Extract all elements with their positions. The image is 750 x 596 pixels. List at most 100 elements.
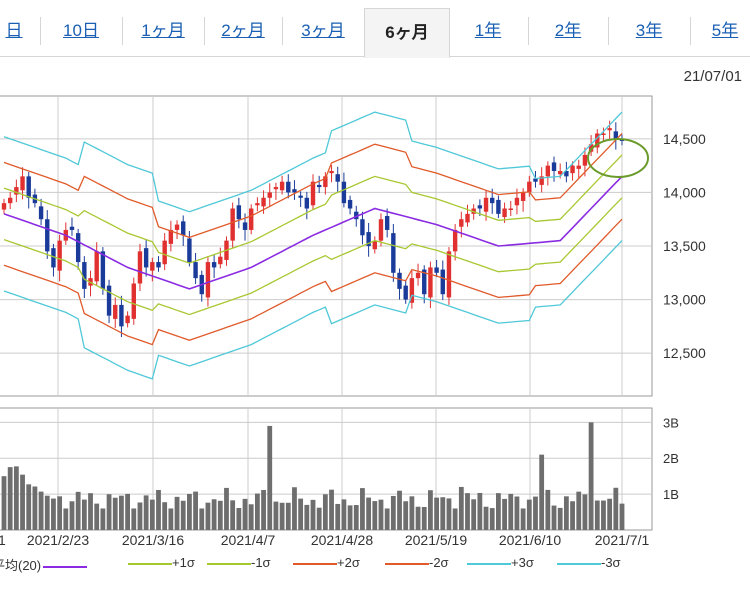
candle-body	[483, 197, 489, 212]
volume-bar	[502, 498, 507, 530]
volume-bar	[384, 508, 390, 530]
x-tick-label: 2021/2/23	[27, 532, 89, 548]
candle-body	[174, 224, 180, 230]
volume-bar	[211, 499, 217, 530]
volume-bar	[594, 500, 600, 530]
volume-bar	[421, 506, 427, 530]
volume-bar	[341, 499, 347, 530]
candle-body	[564, 171, 569, 177]
legend-item-6: -3σ	[555, 555, 621, 570]
candle-body	[131, 283, 136, 319]
volume-tick-label: 2B	[663, 451, 679, 466]
legend-swatch	[467, 562, 511, 565]
legend-label: -2σ	[429, 555, 449, 570]
volume-bar	[174, 496, 180, 530]
volume-bar	[458, 486, 464, 530]
volume-bar	[69, 501, 75, 530]
candle-body	[119, 304, 124, 327]
volume-bar	[236, 508, 242, 530]
tab-6[interactable]: 1年	[448, 17, 529, 45]
volume-bar	[279, 502, 285, 530]
candle-body	[94, 251, 99, 282]
legend-item-1: +1σ	[126, 555, 195, 570]
candle-body	[465, 213, 470, 223]
candle-body	[539, 176, 544, 185]
volume-bar	[1, 476, 7, 530]
candle-body	[422, 269, 427, 295]
candle-body	[434, 267, 439, 273]
candle-body	[181, 221, 186, 236]
tab-1[interactable]: 10日	[40, 17, 123, 45]
candle-body	[360, 219, 365, 236]
candle-body	[211, 262, 217, 268]
volume-bar	[88, 493, 93, 530]
volume-bar	[607, 498, 613, 530]
candle-body	[397, 272, 402, 289]
volume-bar	[322, 494, 328, 530]
band-line	[3, 218, 623, 346]
volume-bar	[316, 507, 322, 530]
tab-8[interactable]: 3年	[608, 17, 691, 45]
volume-bar	[125, 493, 130, 530]
volume-bar	[112, 497, 118, 530]
candle-body	[292, 189, 297, 193]
candle-body	[150, 262, 155, 271]
volume-bar	[261, 490, 266, 530]
volume-bar	[440, 497, 446, 530]
volume-bar	[242, 498, 248, 530]
volume-bar	[588, 422, 594, 530]
candle-body	[236, 205, 242, 220]
tab-3[interactable]: 2ヶ月	[204, 17, 283, 45]
volume-bar	[7, 467, 13, 530]
tab-0[interactable]: 日	[0, 17, 41, 45]
volume-bar	[13, 466, 19, 530]
candle-body	[1, 203, 7, 210]
tab-2[interactable]: 1ヶ月	[122, 17, 205, 45]
candle-body	[452, 229, 458, 252]
candle-body	[106, 285, 112, 316]
volume-bar	[298, 498, 304, 530]
volume-bar	[168, 508, 174, 530]
legend-item-2: -1σ	[205, 555, 271, 570]
candle-body	[409, 278, 415, 303]
candle-body	[20, 176, 25, 191]
volume-bar	[390, 495, 396, 530]
volume-bar	[428, 490, 433, 530]
candle-body	[502, 208, 507, 218]
legend-swatch	[43, 565, 88, 568]
volume-bar	[38, 491, 44, 530]
candle-body	[341, 181, 347, 204]
candle-body	[514, 197, 520, 206]
volume-bar	[353, 505, 359, 530]
volume-bar	[372, 501, 378, 530]
volume-bar	[403, 501, 409, 530]
volume-bar	[63, 508, 69, 530]
candle-body	[205, 262, 211, 298]
volume-bar	[539, 454, 545, 530]
tab-5[interactable]: 6ヶ月	[364, 8, 450, 58]
highlight-circle	[587, 138, 649, 178]
volume-bar	[471, 499, 477, 530]
candle-body	[14, 187, 19, 195]
candle-body	[582, 154, 588, 166]
tab-7[interactable]: 2年	[528, 17, 609, 45]
price-tick-label: 14,000	[663, 184, 706, 200]
legend-swatch	[293, 562, 337, 565]
candle-body	[26, 176, 31, 198]
volume-bar	[248, 504, 254, 530]
legend-swatch	[207, 562, 251, 565]
volume-bar	[397, 490, 402, 530]
candle-body	[323, 176, 328, 188]
volume-bar	[489, 508, 495, 530]
volume-bar	[551, 505, 557, 530]
candle-body	[82, 262, 87, 289]
band-line	[3, 175, 623, 290]
volume-bar	[619, 503, 625, 530]
legend-label: -1σ	[251, 555, 271, 570]
volume-bar	[452, 508, 458, 530]
tab-9[interactable]: 5年	[690, 17, 750, 45]
candle-body	[477, 205, 483, 209]
candle-body	[570, 165, 575, 174]
candle-body	[168, 229, 174, 244]
